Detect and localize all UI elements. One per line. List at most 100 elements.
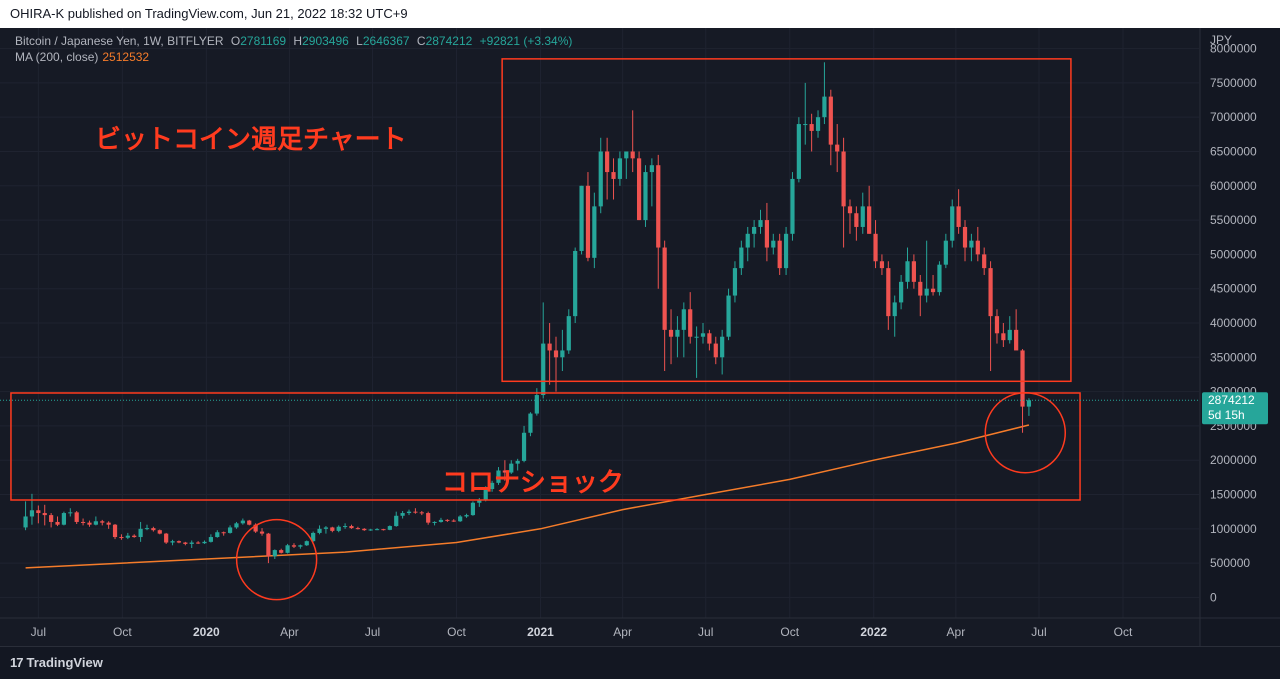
candle-body [266,533,271,557]
candle-body [362,528,367,531]
candle-body [1026,400,1032,407]
candle [74,510,79,525]
candle [279,548,284,554]
annotation-circle [984,392,1067,474]
candle-body [611,172,616,179]
candle-body [668,329,674,337]
price-tick-label: 7000000 [1210,110,1257,124]
candle-body [515,460,520,464]
candle-body [886,268,891,317]
candle-body [489,482,495,490]
candle-body [675,329,680,337]
legend-symbol[interactable]: Bitcoin / Japanese Yen, 1W, BITFLYER [15,34,224,48]
price-tick-label: 3500000 [1210,350,1257,364]
candle-body [509,463,514,473]
candle-body [617,158,623,179]
candle [688,292,693,344]
candle [509,460,514,474]
chart-frame[interactable] [0,28,1280,646]
candle [419,510,424,516]
candle [611,158,616,200]
tradingview-logo[interactable]: 17 TradingView [10,655,103,670]
candle [835,124,840,173]
candle [573,247,578,323]
candle-body [860,206,865,227]
candle [675,316,680,358]
legend-open-value: 2781169 [240,34,287,48]
candle-body [151,528,156,531]
candle [170,539,175,546]
annotation-circle [235,518,318,601]
price-tick-label: 4000000 [1210,316,1257,330]
candle [860,192,865,234]
candle [247,519,252,526]
candle-body [291,545,297,547]
candle [969,233,974,262]
currency-label: JPY [1210,33,1232,47]
candle-body [969,240,974,248]
candle [1020,349,1025,433]
candle-body [815,117,821,131]
time-tick-label: Oct [447,625,466,639]
candle [470,501,476,516]
candle-body [873,233,878,262]
candle-body [93,521,98,525]
candle [950,199,955,248]
price-tick-label: 5000000 [1210,247,1257,261]
candle-body [323,527,329,529]
time-tick-label: Apr [280,625,299,639]
price-axis[interactable]: JPY0500000100000015000002000000250000030… [0,28,1280,646]
candle [809,113,814,152]
candle [458,515,463,522]
candle-body [42,513,47,516]
legend-change: +92821 (+3.34%) [479,34,573,48]
candle-body [400,513,405,516]
candle-body [547,343,552,351]
candle [208,534,213,543]
candle-body [982,254,987,269]
candle-body [643,172,648,221]
time-tick-label: Apr [613,625,632,639]
candle-body [528,413,533,433]
candle-body [771,240,776,248]
time-tick-label: Apr [947,625,966,639]
candle [343,523,348,529]
price-tick-label: 0 [1210,590,1217,604]
candle-body [598,151,603,207]
candle-body [208,537,213,542]
candle [547,323,552,385]
candle [617,151,623,186]
legend-ma-label[interactable]: MA (200, close) [15,50,99,64]
candle [496,467,501,485]
candle [681,302,686,358]
candle-body [74,512,79,522]
price-tick-label: 500000 [1210,556,1250,570]
candle [298,544,303,549]
candle-body [196,542,201,544]
candle [515,458,520,471]
price-tick-label: 4500000 [1210,282,1257,296]
candle-body [560,350,565,358]
candle [106,521,111,529]
candle [29,493,35,525]
candle-body [426,513,431,523]
candle-body [918,281,923,296]
candle [899,274,904,310]
candle [323,526,329,534]
candle-body [138,528,143,538]
candle-body [234,523,239,528]
candle [36,505,41,524]
candle [822,62,827,125]
candle [132,534,137,538]
candle [164,532,169,544]
price-tick-label: 8000000 [1210,42,1257,56]
candle [528,412,533,437]
legend-high-value: 2903496 [302,34,349,48]
candle-body [458,516,463,522]
candle [662,240,667,372]
candle-body [272,550,277,557]
time-axis[interactable]: Jul Oct 2020 Apr Jul Oct 2021 Apr Jul Oct 2022 Apr J… [0,617,1280,639]
candle [841,137,846,248]
candle [630,110,635,173]
